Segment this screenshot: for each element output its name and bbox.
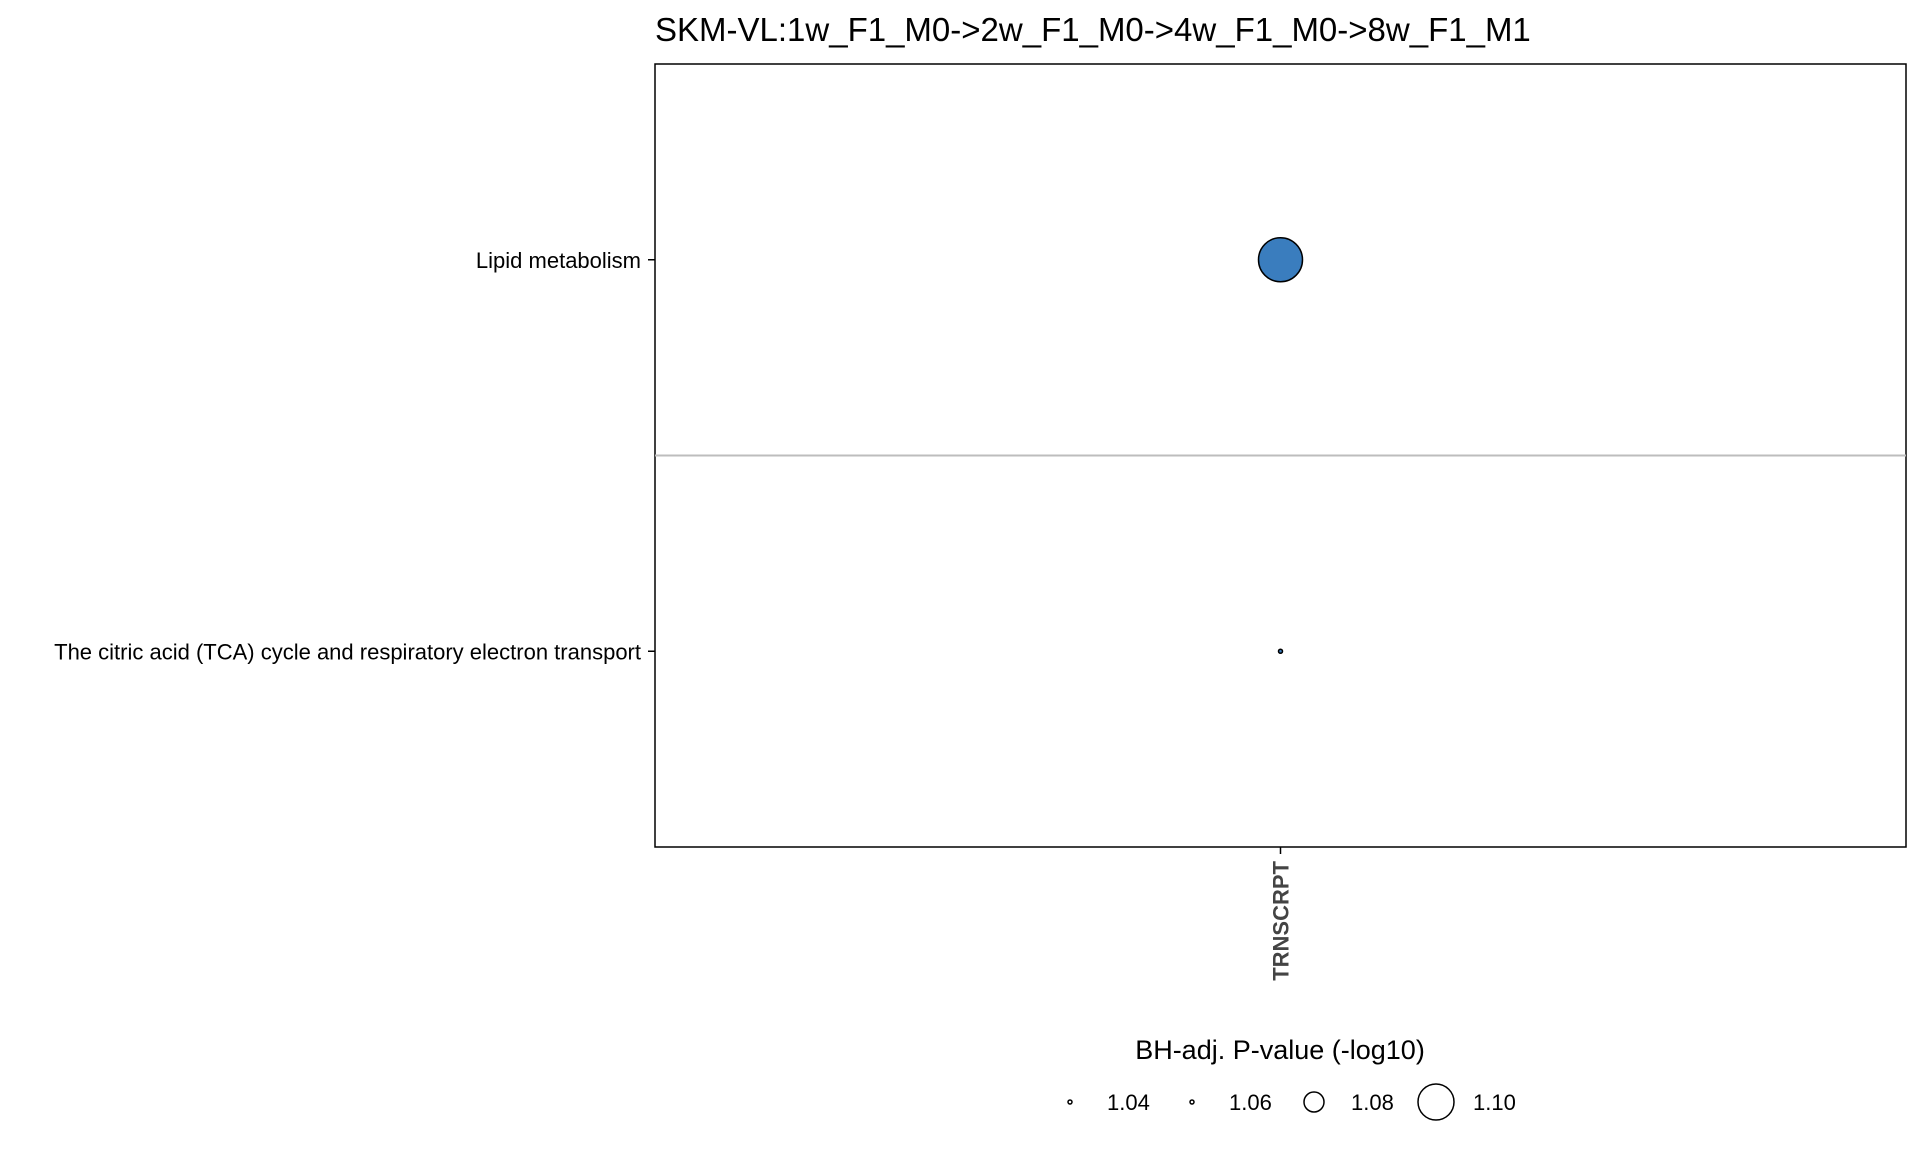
legend-label: 1.10: [1473, 1090, 1516, 1115]
data-point: [1277, 648, 1284, 654]
legend-key-circle: [1067, 1099, 1073, 1105]
legend-key-circle: [1189, 1099, 1195, 1105]
data-points: [1257, 237, 1304, 654]
legend-label: 1.04: [1107, 1090, 1150, 1115]
legend-key-circle: [1303, 1091, 1325, 1113]
y-tick-label: The citric acid (TCA) cycle and respirat…: [54, 639, 641, 664]
legend-key-circle: [1417, 1083, 1455, 1121]
legend-label: 1.06: [1229, 1090, 1272, 1115]
data-point: [1257, 237, 1304, 283]
y-tick-label: Lipid metabolism: [476, 248, 641, 273]
chart-title: SKM-VL:1w_F1_M0->2w_F1_M0->4w_F1_M0->8w_…: [655, 11, 1531, 48]
y-axis: Lipid metabolism The citric acid (TCA) cy…: [54, 248, 655, 664]
legend-label: 1.08: [1351, 1090, 1394, 1115]
size-legend: 1.04 1.06 1.08 1.10: [1067, 1083, 1516, 1121]
legend-title: BH-adj. P-value (-log10): [1135, 1035, 1425, 1065]
x-tick-label: TRNSCRPT: [1269, 860, 1294, 980]
x-axis: TRNSCRPT: [1269, 847, 1294, 981]
